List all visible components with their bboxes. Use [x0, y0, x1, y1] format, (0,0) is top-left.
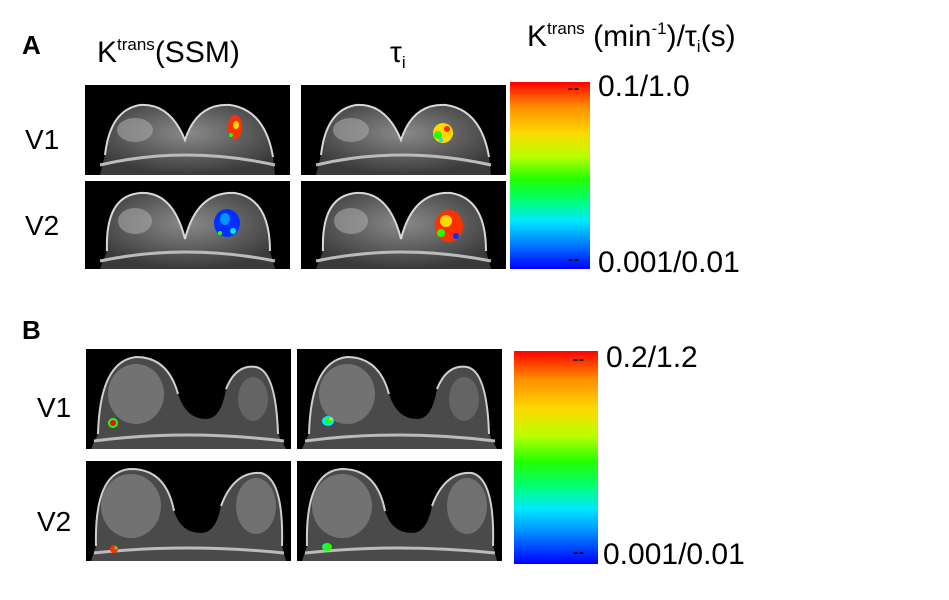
colorbar-b-min-label: 0.001/0.01: [603, 538, 745, 571]
colorbar-a-min-label: 0.001/0.01: [598, 246, 740, 279]
panel-b-row-v1-label: V1: [37, 392, 72, 423]
colorbar-a-min-tick: --: [568, 251, 580, 268]
colorbar-b-max-label: 0.2/1.2: [606, 341, 698, 374]
panel-a-row-v2-label: V2: [25, 210, 60, 241]
colorbar-b-max-tick: --: [573, 351, 585, 368]
mri-a-v2-ktrans-image: [85, 181, 290, 269]
panel-b-row-v2-label: V2: [37, 506, 72, 537]
mri-b-v2-tau-image: [297, 461, 502, 561]
panel-a-label: A: [22, 30, 41, 60]
panel-b-label: B: [22, 315, 41, 345]
tau-overlay: [433, 123, 453, 143]
tau-column-header: τi: [390, 36, 406, 72]
colorbar-b-min-tick: --: [573, 544, 585, 561]
panel-b-colorbar: [514, 351, 598, 564]
tau-overlay: [322, 543, 332, 551]
mri-a-v1-tau-image: [301, 85, 506, 175]
panel-a-colorbar: [510, 82, 590, 269]
colorbar-a-max-label: 0.1/1.0: [598, 70, 690, 103]
mri-a-v2-tau-image: [301, 181, 506, 269]
colorbar-a-max-tick: --: [568, 80, 580, 97]
mri-b-v1-ktrans-image: [86, 349, 291, 449]
mri-a-v1-ktrans-image: [85, 85, 290, 175]
ktrans-ssm-column-header: Ktrans(SSM): [97, 35, 240, 69]
colorbar-title: Ktrans (min-1)/τi(s): [527, 19, 736, 56]
ktrans-overlay: [110, 545, 118, 553]
ktrans-overlay: [214, 209, 240, 237]
panel-a-row-v1-label: V1: [25, 124, 60, 155]
mri-b-v2-ktrans-image: [86, 461, 291, 561]
mri-b-v1-tau-image: [297, 349, 502, 449]
ktrans-overlay: [108, 418, 118, 428]
ktrans-overlay: [228, 115, 242, 139]
tau-overlay: [322, 416, 334, 426]
tau-overlay: [435, 210, 463, 242]
